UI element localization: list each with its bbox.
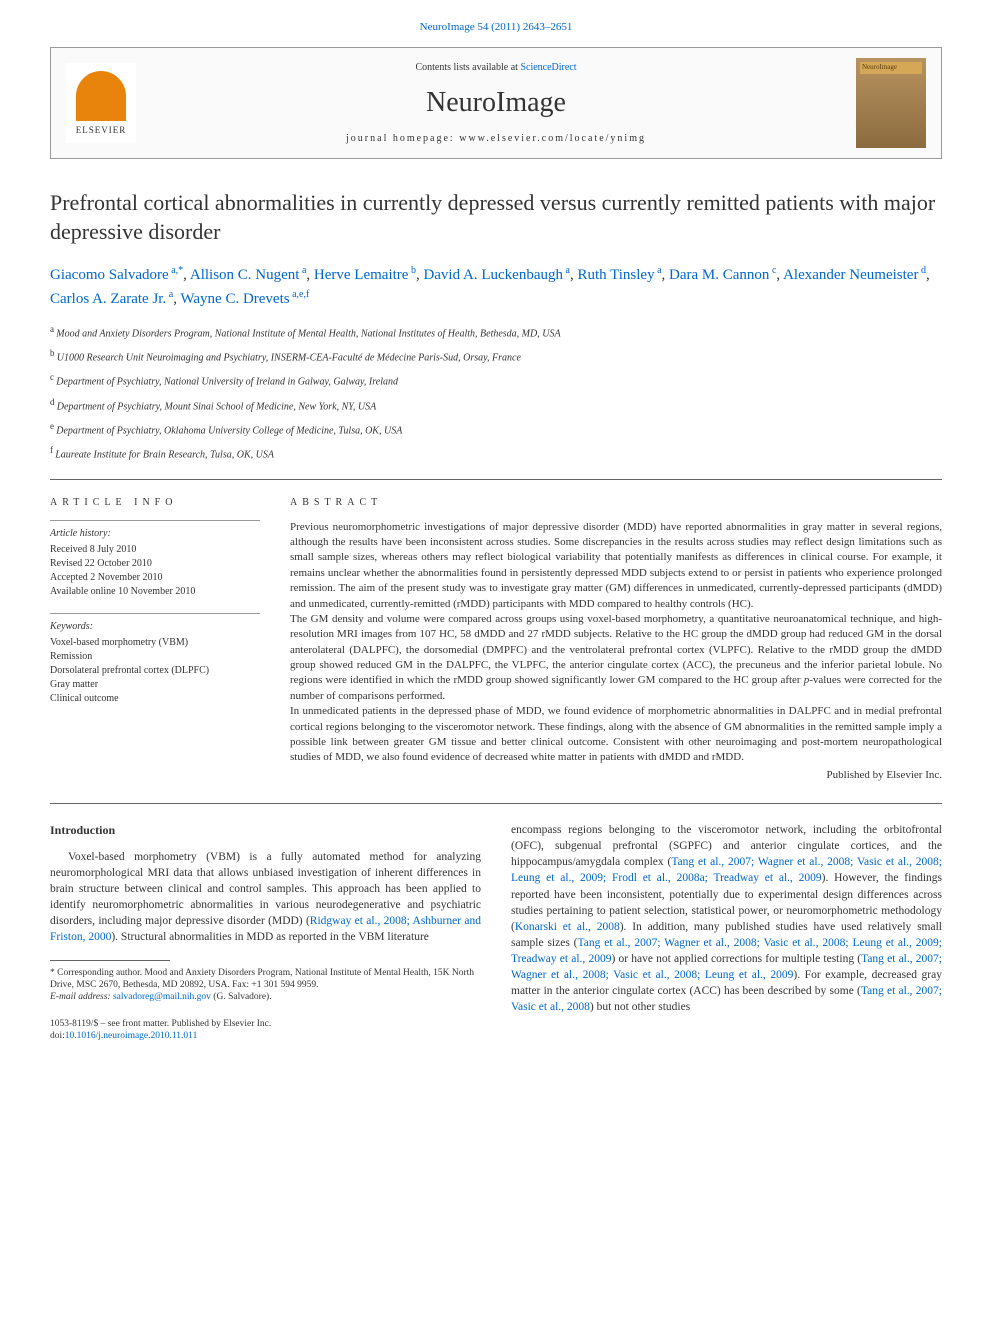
affiliation-line: c Department of Psychiatry, National Uni… [50,371,942,389]
author-link[interactable]: Giacomo Salvadore [50,267,169,283]
article-info-sidebar: ARTICLE INFO Article history: Received 8… [50,496,260,784]
citation-link[interactable]: Ridgway et al., 2008; Ashburner and Fris… [50,915,481,943]
journal-homepage: journal homepage: www.elsevier.com/locat… [136,132,856,146]
email-link[interactable]: salvadoreg@mail.nih.gov [113,992,211,1002]
corresponding-author-note: * Corresponding author. Mood and Anxiety… [50,967,481,992]
author-affil-sup: a,* [169,265,183,276]
citation-link[interactable]: Tang et al., 2007; Vasic et al., 2008 [511,985,942,1013]
cover-label: NeuroImage [862,63,897,73]
abstract-paragraph: In unmedicated patients in the depressed… [290,704,942,766]
author-link[interactable]: Dara M. Cannon [669,267,769,283]
intro-heading: Introduction [50,822,481,839]
intro-paragraph-cont: encompass regions belonging to the visce… [511,822,942,1015]
elsevier-logo[interactable]: ELSEVIER [66,63,136,143]
body-right-column: encompass regions belonging to the visce… [511,822,942,1042]
citation-header: NeuroImage 54 (2011) 2643–2651 [50,20,942,35]
author-affil-sup: a [563,265,570,276]
keywords-label: Keywords: [50,620,260,634]
history-line: Available online 10 November 2010 [50,585,260,599]
history-line: Accepted 2 November 2010 [50,571,260,585]
section-divider [50,479,942,480]
abstract-paragraph: Previous neuromorphometric investigation… [290,520,942,612]
abstract-publisher: Published by Elsevier Inc. [290,768,942,783]
contents-line: Contents lists available at ScienceDirec… [136,61,856,75]
affiliation-line: b U1000 Research Unit Neuroimaging and P… [50,347,942,365]
author-affil-sup: a,e,f [290,289,310,300]
history-line: Revised 22 October 2010 [50,557,260,571]
author-link[interactable]: Ruth Tinsley [577,267,654,283]
keyword-line: Remission [50,650,260,664]
article-title: Prefrontal cortical abnormalities in cur… [50,189,942,246]
author-link[interactable]: Alexander Neumeister [783,267,918,283]
body-left-column: Introduction Voxel-based morphometry (VB… [50,822,481,1042]
doi-link[interactable]: 10.1016/j.neuroimage.2010.11.011 [65,1031,198,1041]
journal-name: NeuroImage [136,83,856,122]
history-line: Received 8 July 2010 [50,543,260,557]
author-affil-sup: c [769,265,776,276]
author-affil-sup: a [299,265,306,276]
keyword-line: Clinical outcome [50,692,260,706]
journal-cover-thumbnail[interactable]: NeuroImage [856,58,926,148]
author-affil-sup: a [166,289,173,300]
affiliation-line: d Department of Psychiatry, Mount Sinai … [50,396,942,414]
issn-line: 1053-8119/$ – see front matter. Publishe… [50,1018,481,1030]
section-divider [50,803,942,804]
citation-link[interactable]: Tang et al., 2007; Wagner et al., 2008; … [511,856,942,884]
keyword-line: Voxel-based morphometry (VBM) [50,636,260,650]
elsevier-tree-icon [76,71,126,121]
affiliation-line: a Mood and Anxiety Disorders Program, Na… [50,323,942,341]
footnote-divider [50,960,170,961]
citation-link[interactable]: NeuroImage 54 (2011) 2643–2651 [420,21,573,33]
intro-paragraph: Voxel-based morphometry (VBM) is a fully… [50,849,481,946]
affiliation-line: f Laureate Institute for Brain Research,… [50,444,942,462]
author-affil-sup: d [918,265,926,276]
author-link[interactable]: Wayne C. Drevets [180,291,289,307]
keyword-line: Gray matter [50,678,260,692]
abstract-heading: ABSTRACT [290,496,942,510]
journal-header-box: ELSEVIER Contents lists available at Sci… [50,47,942,159]
history-label: Article history: [50,527,260,541]
article-info-heading: ARTICLE INFO [50,496,260,510]
author-list: Giacomo Salvadore a,*, Allison C. Nugent… [50,263,942,311]
abstract-paragraph: The GM density and volume were compared … [290,612,942,704]
author-link[interactable]: Herve Lemaitre [314,267,409,283]
author-link[interactable]: Allison C. Nugent [190,267,300,283]
affiliation-line: e Department of Psychiatry, Oklahoma Uni… [50,420,942,438]
homepage-link[interactable]: www.elsevier.com/locate/ynimg [459,133,646,144]
footer-info: 1053-8119/$ – see front matter. Publishe… [50,1018,481,1043]
author-link[interactable]: David A. Luckenbaugh [423,267,563,283]
author-affil-sup: b [408,265,416,276]
keyword-line: Dorsolateral prefrontal cortex (DLPFC) [50,664,260,678]
elsevier-label: ELSEVIER [76,124,127,137]
sciencedirect-link[interactable]: ScienceDirect [520,62,576,73]
author-link[interactable]: Carlos A. Zarate Jr. [50,291,166,307]
corresponding-email: E-mail address: salvadoreg@mail.nih.gov … [50,991,481,1003]
citation-link[interactable]: Konarski et al., 2008 [515,921,620,933]
abstract-section: ABSTRACT Previous neuromorphometric inve… [290,496,942,784]
author-affil-sup: a [655,265,662,276]
